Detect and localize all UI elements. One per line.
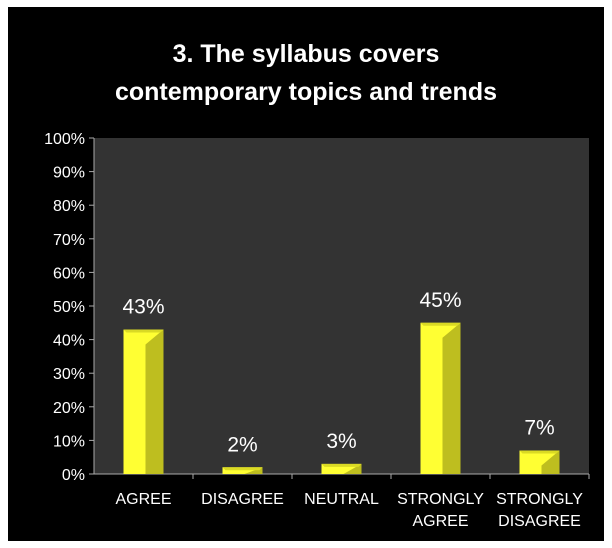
data-label: 2% xyxy=(227,433,257,456)
category-label: DISAGREE xyxy=(498,513,581,530)
y-tick-label: 20% xyxy=(53,400,85,417)
bar-side-shade xyxy=(442,322,461,474)
category-label: AGREE xyxy=(412,513,468,530)
data-label: 43% xyxy=(122,296,164,319)
bar xyxy=(321,463,362,474)
bar-side-shade xyxy=(343,463,362,474)
bar-chart: 0% 10% 20% 30% 40% 50% 60% 70% 80% 90% 100% 43% AGRE… xyxy=(44,131,590,530)
category-label: STRONGLY xyxy=(496,491,583,508)
y-tick-label: 70% xyxy=(53,232,85,249)
chart-frame: 3. The syllabus covers contemporary topi… xyxy=(8,7,604,541)
y-tick-label: 40% xyxy=(53,333,85,350)
y-tick-label: 10% xyxy=(53,433,85,450)
data-label: 7% xyxy=(524,416,554,439)
y-tick-label: 80% xyxy=(53,198,85,215)
y-tick-label: 90% xyxy=(53,165,85,182)
bar-top-bevel xyxy=(222,467,263,471)
bar-top-bevel xyxy=(123,329,164,333)
bar-side-shade xyxy=(541,450,560,474)
chart-title: 3. The syllabus covers contemporary topi… xyxy=(8,35,604,111)
y-tick-label: 60% xyxy=(53,265,85,282)
category-label: DISAGREE xyxy=(201,491,284,508)
category-label: AGREE xyxy=(115,491,171,508)
bar-top-bevel xyxy=(519,450,560,454)
y-tick-label: 100% xyxy=(44,131,85,148)
y-tick-label: 50% xyxy=(53,299,85,316)
bar-top-bevel xyxy=(321,463,362,467)
bar xyxy=(222,467,263,474)
plot-area xyxy=(94,138,589,474)
data-label: 45% xyxy=(419,289,461,312)
bar-side-shade xyxy=(145,329,164,474)
chart-title-line-2: contemporary topics and trends xyxy=(114,78,498,106)
category-label: STRONGLY xyxy=(397,491,484,508)
y-tick-label: 30% xyxy=(53,366,85,383)
bar-side-shade xyxy=(244,467,263,474)
y-tick-label: 0% xyxy=(62,467,85,484)
category-label: NEUTRAL xyxy=(304,491,379,508)
chart-title-line-1: 3. The syllabus covers xyxy=(172,40,440,68)
bar-top-bevel xyxy=(420,322,461,326)
data-label: 3% xyxy=(326,430,356,453)
